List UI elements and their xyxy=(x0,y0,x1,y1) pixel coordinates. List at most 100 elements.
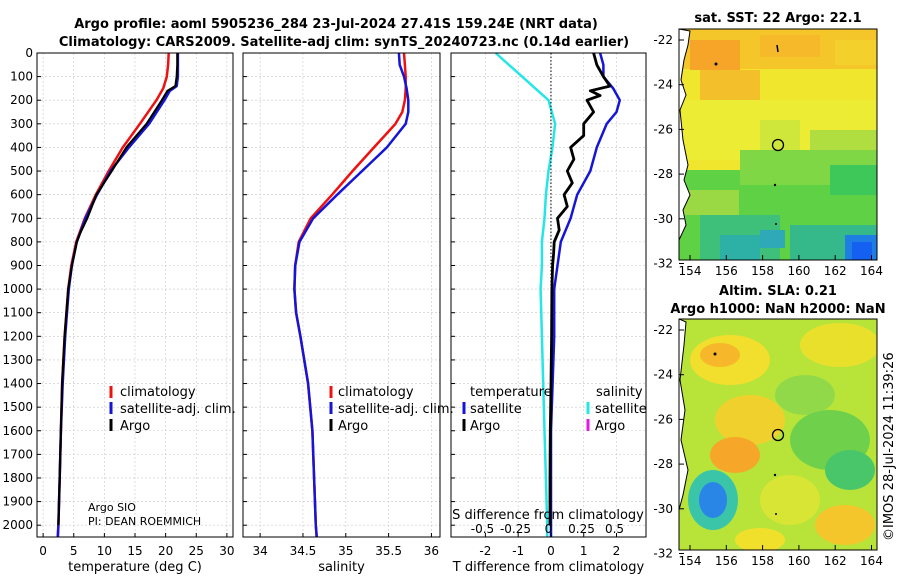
x-tick-label: 35.5 xyxy=(375,544,402,558)
legend-label-satellite: satellite-adj. clim. xyxy=(338,402,454,417)
legend-label-climatology: climatology xyxy=(120,385,196,400)
depth-tick-label: 800 xyxy=(10,235,33,249)
lon-tick-label: 160 xyxy=(787,554,810,568)
depth-tick-label: 1700 xyxy=(2,447,33,461)
depth-tick-label: 0 xyxy=(25,46,33,60)
lat-tick-label: -30 xyxy=(653,212,673,226)
depth-tick-label: 1000 xyxy=(2,282,33,296)
lat-tick-label: -28 xyxy=(653,457,673,471)
lat-tick-label: -22 xyxy=(653,323,673,337)
series-line-satellite-adj-clim- xyxy=(293,52,410,538)
x-tick-label: 25 xyxy=(189,544,204,558)
s-tick-label: -0.25 xyxy=(500,522,531,536)
legend-label-argo: Argo xyxy=(120,419,150,434)
x-tick-label: -2 xyxy=(479,544,491,558)
s-tick-label: 0 xyxy=(545,522,553,536)
legend-label-climatology: climatology xyxy=(338,385,414,400)
figure-title-line1: Argo profile: aoml 5905236_284 23-Jul-20… xyxy=(74,17,598,32)
depth-tick-label: 1500 xyxy=(2,400,33,414)
lon-tick-label: 156 xyxy=(715,264,738,278)
x-tick-label: 5 xyxy=(70,544,78,558)
x-axis-label: temperature (deg C) xyxy=(68,560,202,575)
plot-frame xyxy=(450,52,647,538)
lon-tick-label: 154 xyxy=(679,554,702,568)
x-tick-label: 36 xyxy=(424,544,439,558)
float-institution: Argo SIO xyxy=(88,501,136,514)
depth-tick-label: 2000 xyxy=(2,518,33,532)
temperature-legend: climatology satellite-adj. clim. Argo xyxy=(109,385,236,434)
lat-tick-label: -30 xyxy=(653,502,673,516)
depth-tick-label: 1600 xyxy=(2,424,33,438)
sla-map-lon-ticks: 154 156 158 160 162 164 xyxy=(679,545,883,568)
series-line-climatology xyxy=(56,52,170,538)
series-line-argo xyxy=(57,53,179,526)
depth-tick-label: 200 xyxy=(10,93,33,107)
lat-tick-label: -24 xyxy=(653,368,673,382)
lon-tick-label: 156 xyxy=(715,554,738,568)
x-tick-label: 34 xyxy=(252,544,267,558)
lat-tick-label: -32 xyxy=(653,257,673,271)
lat-tick-label: -32 xyxy=(653,547,673,561)
float-pi: PI: DEAN ROEMMICH xyxy=(88,515,201,528)
sla-map-title-line1: Altim. SLA: 0.21 xyxy=(719,284,837,299)
x-tick-label: 0 xyxy=(547,544,555,558)
depth-tick-label: 1100 xyxy=(2,306,33,320)
depth-tick-label: 100 xyxy=(10,70,33,84)
legend-label-argo: Argo xyxy=(338,419,368,434)
sla-map xyxy=(679,319,877,550)
lat-tick-label: -26 xyxy=(653,412,673,426)
x-tick-label: 1 xyxy=(580,544,588,558)
imos-watermark: ©IMOS 28-Jul-2024 11:39:26 xyxy=(882,352,897,541)
depth-tick-label: 700 xyxy=(10,211,33,225)
series-line-satellite-t xyxy=(549,52,622,537)
depth-tick-label: 900 xyxy=(10,258,33,272)
s-axis-label: S difference from climatology xyxy=(452,508,644,523)
legend-label-satellite: satellite-adj. clim. xyxy=(120,402,236,417)
x-tick-label: 0 xyxy=(39,544,47,558)
lat-tick-label: -24 xyxy=(653,78,673,92)
x-tick-label: 10 xyxy=(97,544,112,558)
lon-tick-label: 160 xyxy=(787,264,810,278)
depth-tick-label: 1400 xyxy=(2,377,33,391)
temperature-panel: 0 5 10 15 20 25 30 temperature (deg C) 0 100 200 30… xyxy=(2,46,234,575)
x-tick-label: 2 xyxy=(613,544,621,558)
sla-map-title-line2: Argo h1000: NaN h2000: NaN xyxy=(670,302,885,317)
sst-map-lat-ticks: -22 -24 -26 -28 -30 -32 xyxy=(653,33,684,271)
series-line-satellite-adj-clim- xyxy=(56,53,180,538)
legend-label-argo-t: Argo xyxy=(470,419,500,434)
x-tick-label: 34.5 xyxy=(290,544,317,558)
depth-tick-label: 400 xyxy=(10,140,33,154)
sst-map-frame xyxy=(678,28,878,261)
salinity-panel: 34 34.5 35 35.5 36 salinity xyxy=(242,52,441,575)
figure-title-line2: Climatology: CARS2009. Satellite-adj cli… xyxy=(59,35,629,50)
legend-label-argo-s: Argo xyxy=(595,419,625,434)
x-tick-label: 30 xyxy=(219,544,234,558)
x-tick-label: 20 xyxy=(158,544,173,558)
x-tick-label: 35 xyxy=(338,544,353,558)
lat-tick-label: -28 xyxy=(653,167,673,181)
difference-legend: temperature salinity satellite Argo sate… xyxy=(462,385,647,434)
sst-map xyxy=(679,29,877,260)
sla-map-frame xyxy=(678,318,878,551)
legend-title-salinity: salinity xyxy=(596,385,643,400)
lon-tick-label: 162 xyxy=(824,264,847,278)
s-tick-label: 0.5 xyxy=(605,522,624,536)
salinity-legend: climatology satellite-adj. clim. Argo xyxy=(329,385,454,434)
x-axis-label: salinity xyxy=(318,560,365,575)
sst-map-title: sat. SST: 22 Argo: 22.1 xyxy=(694,11,861,26)
legend-label-satellite-t: satellite xyxy=(470,402,522,417)
depth-tick-label: 600 xyxy=(10,188,33,202)
sst-map-lon-ticks: 154 156 158 160 162 164 xyxy=(679,255,883,278)
depth-tick-label: 1200 xyxy=(2,329,33,343)
lon-tick-label: 164 xyxy=(860,264,883,278)
x-axis-label: T difference from climatology xyxy=(452,560,645,575)
lon-tick-label: 154 xyxy=(679,264,702,278)
depth-tick-label: 1300 xyxy=(2,353,33,367)
series-line-satellite-s xyxy=(494,52,557,537)
s-tick-label: -0.5 xyxy=(471,522,494,536)
s-tick-label: 0.25 xyxy=(568,522,595,536)
x-tick-label: -1 xyxy=(512,544,524,558)
sla-map-lat-ticks: -22 -24 -26 -28 -30 -32 xyxy=(653,323,684,561)
legend-label-satellite-s: satellite xyxy=(595,402,647,417)
lat-tick-label: -22 xyxy=(653,33,673,47)
